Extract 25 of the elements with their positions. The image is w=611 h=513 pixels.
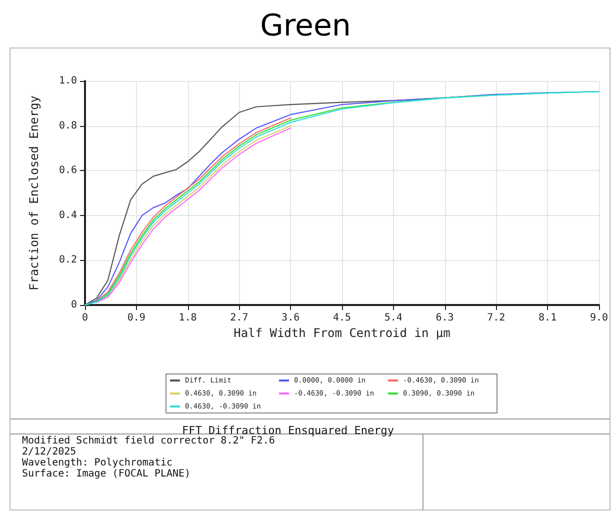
- x-tick-label: 0.9: [127, 312, 146, 324]
- y-axis-title: Fraction of Enclosed Energy: [27, 95, 41, 291]
- text: FFT Diffraction Ensquared Energy: [182, 424, 394, 437]
- x-tick-label: 9.0: [590, 312, 608, 324]
- x-tick-label: 8.1: [538, 312, 557, 324]
- x-tick-label: 3.6: [282, 312, 300, 324]
- text: 2/12/2025: [22, 446, 76, 458]
- x-tick-label: 4.5: [332, 312, 352, 324]
- x-axis-title: Half Width From Centroid in µm: [234, 326, 450, 340]
- text: Modified Schmidt field corrector 8.2" F2.6: [22, 436, 275, 446]
- x-tick-label: 5.4: [384, 312, 402, 324]
- text: Surface: Image (FOCAL PLANE): [22, 468, 191, 480]
- x-tick-label: 6.3: [436, 312, 454, 324]
- y-tick-label: 0.2: [58, 254, 77, 266]
- x-tick-label: 0: [82, 312, 88, 324]
- x-tick-label: 1.8: [178, 312, 197, 324]
- x-tick-label: 7.2: [487, 312, 506, 324]
- y-tick-label: 0.4: [58, 210, 77, 221]
- y-tick-label: 0.8: [58, 120, 77, 132]
- y-tick-label: 0.6: [58, 165, 77, 176]
- chart-title: Green: [260, 8, 351, 44]
- text: Wavelength: Polychromatic: [22, 458, 173, 468]
- y-tick-label: 1.0: [58, 76, 77, 86]
- x-tick-label: 2.7: [230, 312, 248, 324]
- y-tick-label: 0: [70, 300, 77, 310]
